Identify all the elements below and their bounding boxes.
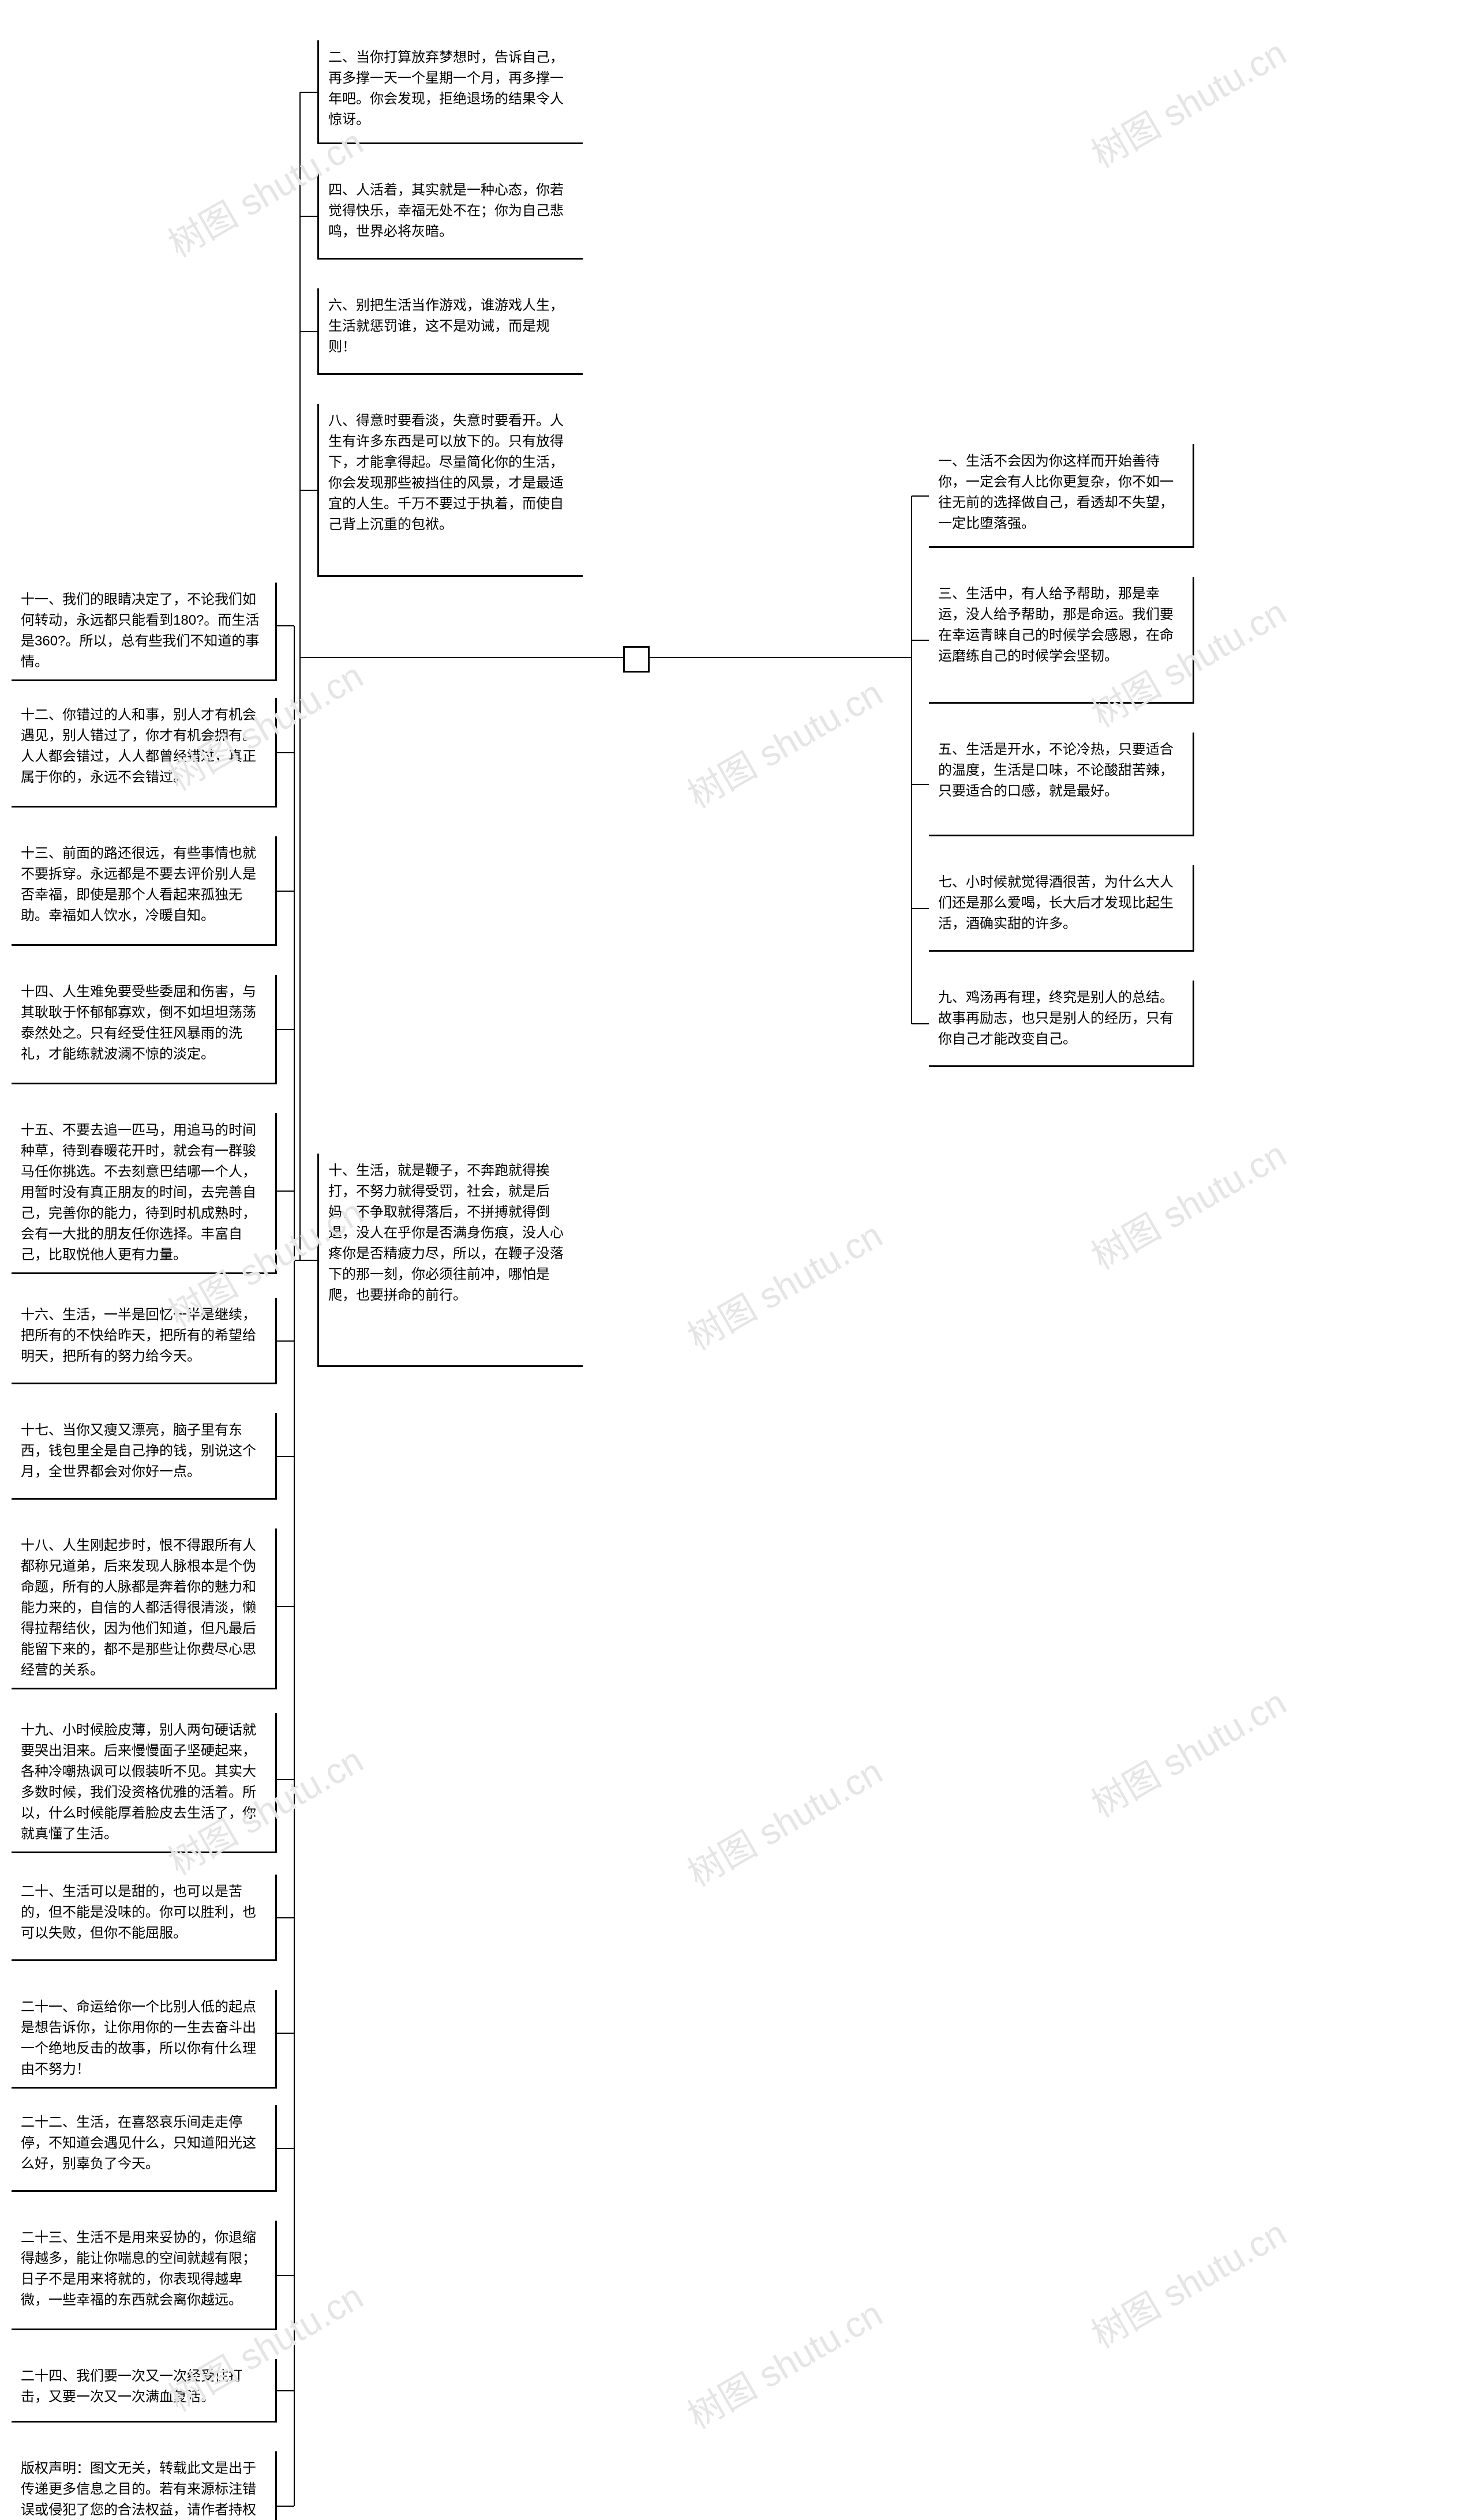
- node-text: 三、生活中，有人给予帮助，那是幸运，没人给予帮助，那是命运。我们要在幸运青睐自己…: [938, 586, 1174, 664]
- node-text: 十七、当你又瘦又漂亮，脑子里有东西，钱包里全是自己挣的钱，别说这个月，全世界都会…: [21, 1422, 256, 1479]
- mindmap-node: 十三、前面的路还很远，有些事情也就不要拆穿。永远都是不要去评价别人是否幸福，即使…: [12, 836, 277, 946]
- node-text: 十一、我们的眼睛决定了，不论我们如何转动，永远都只能看到180?。而生活是360…: [21, 592, 259, 670]
- mindmap-node: 十、生活，就是鞭子，不奔跑就得挨打，不努力就得受罚，社会，就是后妈，不争取就得落…: [317, 1154, 583, 1367]
- node-text: 二、当你打算放弃梦想时，告诉自己，再多撑一天一个星期一个月，再多撑一年吧。你会发…: [328, 50, 564, 127]
- node-text: 二十二、生活，在喜怒哀乐间走走停停，不知道会遇见什么，只知道阳光这么好，别辜负了…: [21, 2115, 256, 2172]
- watermark: 树图 shutu.cn: [677, 2285, 890, 2439]
- watermark: 树图 shutu.cn: [1081, 1126, 1294, 1279]
- node-text: 十、生活，就是鞭子，不奔跑就得挨打，不努力就得受罚，社会，就是后妈，不争取就得落…: [328, 1163, 564, 1303]
- node-text: 一、生活不会因为你这样而开始善待你，一定会有人比你更复杂，你不如一往无前的选择做…: [938, 453, 1174, 531]
- node-text: 八、得意时要看淡，失意时要看开。人生有许多东西是可以放下的。只有放得下，才能拿得…: [328, 413, 564, 532]
- watermark: 树图 shutu.cn: [1081, 24, 1294, 178]
- node-text: 九、鸡汤再有理，终究是别人的总结。故事再励志，也只是别人的经历，只有你自己才能改…: [938, 990, 1174, 1047]
- mindmap-canvas: 二、当你打算放弃梦想时，告诉自己，再多撑一天一个星期一个月，再多撑一年吧。你会发…: [0, 0, 1477, 2520]
- node-text: 十二、你错过的人和事，别人才有机会遇见，别人错过了，你才有机会拥有。人人都会错过…: [21, 707, 256, 785]
- mindmap-node: 八、得意时要看淡，失意时要看开。人生有许多东西是可以放下的。只有放得下，才能拿得…: [317, 404, 583, 577]
- mindmap-node: 十四、人生难免要受些委屈和伤害，与其耿耿于怀郁郁寡欢，倒不如坦坦荡荡泰然处之。只…: [12, 975, 277, 1084]
- mindmap-node: 二十、生活可以是甜的，也可以是苦的，但不能是没味的。你可以胜利，也可以失败，但你…: [12, 1875, 277, 1961]
- mindmap-node: 十七、当你又瘦又漂亮，脑子里有东西，钱包里全是自己挣的钱，别说这个月，全世界都会…: [12, 1413, 277, 1500]
- mindmap-node: 版权声明：图文无关，转载此文是出于传递更多信息之目的。若有来源标注错误或侵犯了您…: [12, 2451, 277, 2520]
- mindmap-node: 十二、你错过的人和事，别人才有机会遇见，别人错过了，你才有机会拥有。人人都会错过…: [12, 698, 277, 808]
- node-text: 二十三、生活不是用来妥协的，你退缩得越多，能让你喘息的空间就越有限；日子不是用来…: [21, 2230, 256, 2308]
- mindmap-node: 九、鸡汤再有理，终究是别人的总结。故事再励志，也只是别人的经历，只有你自己才能改…: [929, 981, 1194, 1067]
- node-text: 十六、生活，一半是回忆一半是继续，把所有的不快给昨天，把所有的希望给明天，把所有…: [21, 1307, 256, 1364]
- node-text: 二十一、命运给你一个比别人低的起点是想告诉你，让你用你的一生去奋斗出一个绝地反击…: [21, 1999, 256, 2077]
- node-text: 七、小时候就觉得酒很苦，为什么大人们还是那么爱喝，长大后才发现比起生活，酒确实甜…: [938, 874, 1174, 932]
- node-text: 十八、人生刚起步时，恨不得跟所有人都称兄道弟，后来发现人脉根本是个伪命题，所有的…: [21, 1538, 256, 1678]
- node-text: 十四、人生难免要受些委屈和伤害，与其耿耿于怀郁郁寡欢，倒不如坦坦荡荡泰然处之。只…: [21, 984, 256, 1062]
- watermark: 树图 shutu.cn: [677, 1743, 890, 1896]
- mindmap-node: 十一、我们的眼睛决定了，不论我们如何转动，永远都只能看到180?。而生活是360…: [12, 583, 277, 681]
- node-text: 五、生活是开水，不论冷热，只要适合的温度，生活是口味，不论酸甜苦辣，只要适合的口…: [938, 742, 1174, 799]
- node-text: 二十、生活可以是甜的，也可以是苦的，但不能是没味的。你可以胜利，也可以失败，但你…: [21, 1884, 256, 1941]
- mindmap-node: 十五、不要去追一匹马，用追马的时间种草，待到春暖花开时，就会有一群骏马任你挑选。…: [12, 1113, 277, 1274]
- node-text: 十九、小时候脸皮薄，别人两句硬话就要哭出泪来。后来慢慢面子坚硬起来，各种冷嘲热讽…: [21, 1722, 256, 1842]
- watermark: 树图 shutu.cn: [1081, 2204, 1294, 2358]
- mindmap-node: 一、生活不会因为你这样而开始善待你，一定会有人比你更复杂，你不如一往无前的选择做…: [929, 444, 1194, 548]
- node-text: 六、别把生活当作游戏，谁游戏人生，生活就惩罚谁，这不是劝诫，而是规则！: [328, 298, 564, 355]
- mindmap-node: 二十二、生活，在喜怒哀乐间走走停停，不知道会遇见什么，只知道阳光这么好，别辜负了…: [12, 2105, 277, 2192]
- mindmap-node: 六、别把生活当作游戏，谁游戏人生，生活就惩罚谁，这不是劝诫，而是规则！: [317, 288, 583, 375]
- node-text: 四、人活着，其实就是一种心态，你若觉得快乐，幸福无处不在；你为自己悲鸣，世界必将…: [328, 182, 564, 239]
- mindmap-node: 二、当你打算放弃梦想时，告诉自己，再多撑一天一个星期一个月，再多撑一年吧。你会发…: [317, 40, 583, 144]
- node-text: 版权声明：图文无关，转载此文是出于传递更多信息之目的。若有来源标注错误或侵犯了您…: [21, 2461, 256, 2520]
- mindmap-node: 四、人活着，其实就是一种心态，你若觉得快乐，幸福无处不在；你为自己悲鸣，世界必将…: [317, 173, 583, 260]
- mindmap-node: 七、小时候就觉得酒很苦，为什么大人们还是那么爱喝，长大后才发现比起生活，酒确实甜…: [929, 865, 1194, 952]
- node-text: 二十四、我们要一次又一次经受住打击，又要一次又一次满血复活。: [21, 2368, 242, 2405]
- mindmap-node: 五、生活是开水，不论冷热，只要适合的温度，生活是口味，不论酸甜苦辣，只要适合的口…: [929, 733, 1194, 836]
- mindmap-node: 十九、小时候脸皮薄，别人两句硬话就要哭出泪来。后来慢慢面子坚硬起来，各种冷嘲热讽…: [12, 1713, 277, 1853]
- root-node: [623, 646, 650, 673]
- mindmap-node: 三、生活中，有人给予帮助，那是幸运，没人给予帮助，那是命运。我们要在幸运青睐自己…: [929, 577, 1194, 704]
- mindmap-node: 二十四、我们要一次又一次经受住打击，又要一次又一次满血复活。: [12, 2359, 277, 2423]
- mindmap-node: 二十三、生活不是用来妥协的，你退缩得越多，能让你喘息的空间就越有限；日子不是用来…: [12, 2221, 277, 2330]
- mindmap-node: 十八、人生刚起步时，恨不得跟所有人都称兄道弟，后来发现人脉根本是个伪命题，所有的…: [12, 1528, 277, 1689]
- watermark: 树图 shutu.cn: [1081, 1674, 1294, 1827]
- watermark: 树图 shutu.cn: [677, 1207, 890, 1360]
- node-text: 十五、不要去追一匹马，用追马的时间种草，待到春暖花开时，就会有一群骏马任你挑选。…: [21, 1122, 256, 1263]
- node-text: 十三、前面的路还很远，有些事情也就不要拆穿。永远都是不要去评价别人是否幸福，即使…: [21, 846, 256, 923]
- mindmap-node: 二十一、命运给你一个比别人低的起点是想告诉你，让你用你的一生去奋斗出一个绝地反击…: [12, 1990, 277, 2089]
- mindmap-node: 十六、生活，一半是回忆一半是继续，把所有的不快给昨天，把所有的希望给明天，把所有…: [12, 1298, 277, 1384]
- watermark: 树图 shutu.cn: [677, 664, 890, 818]
